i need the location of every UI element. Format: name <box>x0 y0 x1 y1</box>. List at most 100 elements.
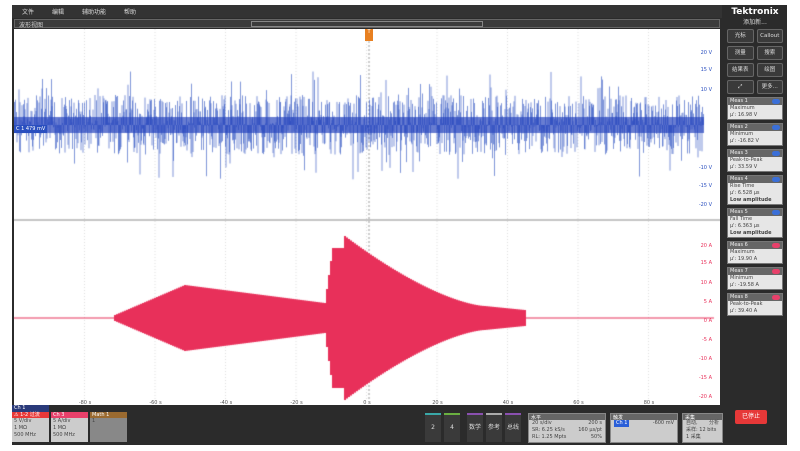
acq-mode: 自动, <box>686 420 698 426</box>
acquisition-badge[interactable]: 采集 自动, 分析 采样: 12 bits 1 采集 <box>682 413 723 443</box>
y-tick-lower: -20 A <box>698 394 712 400</box>
y-tick-lower: 20 A <box>700 243 712 249</box>
meas-value: μ': 33.59 V <box>730 164 758 170</box>
acq-analysis: 分析 <box>708 420 719 426</box>
x-tick: 20 s <box>432 400 443 406</box>
x-tick: 0 s <box>363 400 371 406</box>
time-per-point: 160 μs/pt <box>578 427 602 433</box>
y-tick-upper: 15 V <box>700 67 712 73</box>
y-tick-upper: 10 V <box>700 87 712 93</box>
measurement-badge[interactable]: Meas 1 Maximum μ': 16.98 V <box>727 97 783 120</box>
menu-accessibility[interactable]: 辅助功能 <box>82 9 107 16</box>
x-tick: 60 s <box>573 400 584 406</box>
record-overview[interactable] <box>251 21 483 27</box>
horizontal-scale: 20 s/div <box>532 420 552 426</box>
meas-type: Minimum <box>730 131 754 137</box>
waveform-plot[interactable]: T C 1 479 mV 20 V 15 V 10 V -10 V -15 V -20 V… <box>14 29 720 406</box>
more-button[interactable]: 更多... <box>756 80 783 94</box>
horizontal-position: 50% <box>590 434 602 440</box>
measurement-badge[interactable]: Meas 3 Peak-to-Peak μ': 33.59 V <box>727 149 783 172</box>
ch3-badge[interactable]: Ch 3 5 A/div 1 MΩ 500 MHz <box>51 412 88 442</box>
menu-edit[interactable]: 编辑 <box>52 9 65 16</box>
math-button[interactable]: 数学 <box>467 413 483 442</box>
ch1-tab[interactable]: Ch 1 <box>12 405 49 412</box>
y-tick-upper: -20 V <box>698 202 712 208</box>
meas-name: Meas 1 <box>730 98 748 104</box>
trigger-badge[interactable]: 触发 Ch 1 -600 mV <box>610 413 678 443</box>
measurement-badge[interactable]: Meas 7 Minimum μ': -19.58 A <box>727 267 783 290</box>
y-tick-lower: 10 A <box>700 280 712 286</box>
cursors-button[interactable]: 光标 <box>727 29 754 43</box>
horizontal-badge[interactable]: 水平 20 s/div 200 s SR: 6.25 kS/s 160 μs/pt … <box>528 413 606 443</box>
measurement-badge[interactable]: Meas 4 Rise Time μ': 6.528 μs Low amplitude <box>727 175 783 205</box>
source-indicator-icon <box>772 151 780 156</box>
source-indicator-icon <box>772 269 780 274</box>
measure-button[interactable]: 测量 <box>727 46 754 60</box>
meas-type: Maximum <box>730 105 755 111</box>
plot-button[interactable]: 绘图 <box>756 63 783 77</box>
results-table-button[interactable]: 结果表 <box>727 63 754 77</box>
meas-type: Minimum <box>730 275 754 281</box>
zoom-icon-button[interactable]: ⤢ <box>727 80 754 94</box>
trigger-position-marker[interactable]: T <box>365 29 373 41</box>
meas-note: Low amplitude <box>730 197 772 203</box>
meas-note: Low amplitude <box>730 230 772 236</box>
run-stop-button[interactable]: 已停止 <box>735 410 767 424</box>
acq-count: 1 采集 <box>686 434 701 440</box>
menu-file[interactable]: 文件 <box>22 9 35 16</box>
tektronix-logo: Tektronix <box>731 7 779 17</box>
ch1-offset-marker[interactable]: C 1 479 mV <box>14 125 48 133</box>
y-tick-upper: -10 V <box>698 165 712 171</box>
source-indicator-icon <box>772 295 780 300</box>
ch1-badge[interactable]: ⚠ 1-2 过流 5 V/div 1 MΩ 500 MHz <box>12 412 49 442</box>
measurement-badge[interactable]: Meas 6 Maximum μ': 19.90 A <box>727 241 783 264</box>
source-indicator-icon <box>772 210 780 215</box>
measurement-badge[interactable]: Meas 5 Fall Time μ': 6.363 μs Low amplitude <box>727 208 783 238</box>
meas-name: Meas 8 <box>730 294 748 300</box>
trigger-level: -600 mV <box>652 420 674 426</box>
ch3-title: Ch 3 <box>51 412 88 418</box>
measurement-badge[interactable]: Meas 8 Peak-to-Peak μ': 39.40 A <box>727 293 783 316</box>
oscilloscope-app: 文件 编辑 辅助功能 帮助 波形视图 T C 1 479 mV 20 V 15 V… <box>12 5 787 445</box>
waveform-canvas <box>14 29 720 405</box>
sample-rate: SR: 6.25 kS/s <box>532 427 565 433</box>
ch3-bandwidth: 500 MHz <box>53 432 75 438</box>
math1-badge[interactable]: Math 1 1 <box>90 412 127 442</box>
meas-type: Maximum <box>730 249 755 255</box>
source-indicator-icon <box>772 177 780 182</box>
meas-value: μ': 16.98 V <box>730 112 758 118</box>
menu-help[interactable]: 帮助 <box>124 9 137 16</box>
meas-value: μ': 6.528 μs <box>730 190 760 196</box>
meas-name: Meas 2 <box>730 124 748 130</box>
meas-value: μ': -16.82 V <box>730 138 759 144</box>
ch4-button[interactable]: 4 <box>444 413 460 442</box>
ch3-impedance: 1 MΩ <box>53 425 66 431</box>
math1-value: 1 <box>92 418 96 424</box>
ch2-button[interactable]: 2 <box>425 413 441 442</box>
y-tick-upper: 20 V <box>700 50 712 56</box>
ch1-bandwidth: 500 MHz <box>14 432 36 438</box>
acquisition-title: 采集 <box>683 414 722 421</box>
settings-bar: Ch 1 ⚠ 1-2 过流 5 V/div 1 MΩ 500 MHz Ch 3 … <box>12 405 723 445</box>
meas-value: μ': 39.40 A <box>730 308 758 314</box>
y-tick-upper: -15 V <box>698 183 712 189</box>
y-tick-lower: -10 A <box>698 356 712 362</box>
results-bar: Tektronix 添加新... 光标 Callout 测量 搜索 结果表 绘图… <box>723 5 787 445</box>
measurement-badge[interactable]: Meas 2 Minimum μ': -16.82 V <box>727 123 783 146</box>
y-tick-lower: 5 A <box>703 299 712 305</box>
ref-button[interactable]: 参考 <box>486 413 502 442</box>
callout-button[interactable]: Callout <box>756 29 783 43</box>
meas-name: Meas 7 <box>730 268 748 274</box>
y-tick-lower: 15 A <box>700 260 712 266</box>
x-tick: 40 s <box>502 400 514 406</box>
meas-name: Meas 4 <box>730 176 748 182</box>
horizontal-length: 200 s <box>588 420 602 426</box>
x-tick: -80 s <box>78 400 92 406</box>
search-button[interactable]: 搜索 <box>756 46 783 60</box>
record-length: RL: 1.25 Mpts <box>532 434 567 440</box>
trigger-source: Ch 1 <box>614 420 630 427</box>
y-tick-lower: -5 A <box>702 337 712 343</box>
bus-button[interactable]: 总线 <box>505 413 521 442</box>
meas-type: Peak-to-Peak <box>730 301 763 307</box>
ch1-scale: 5 V/div <box>14 418 32 424</box>
